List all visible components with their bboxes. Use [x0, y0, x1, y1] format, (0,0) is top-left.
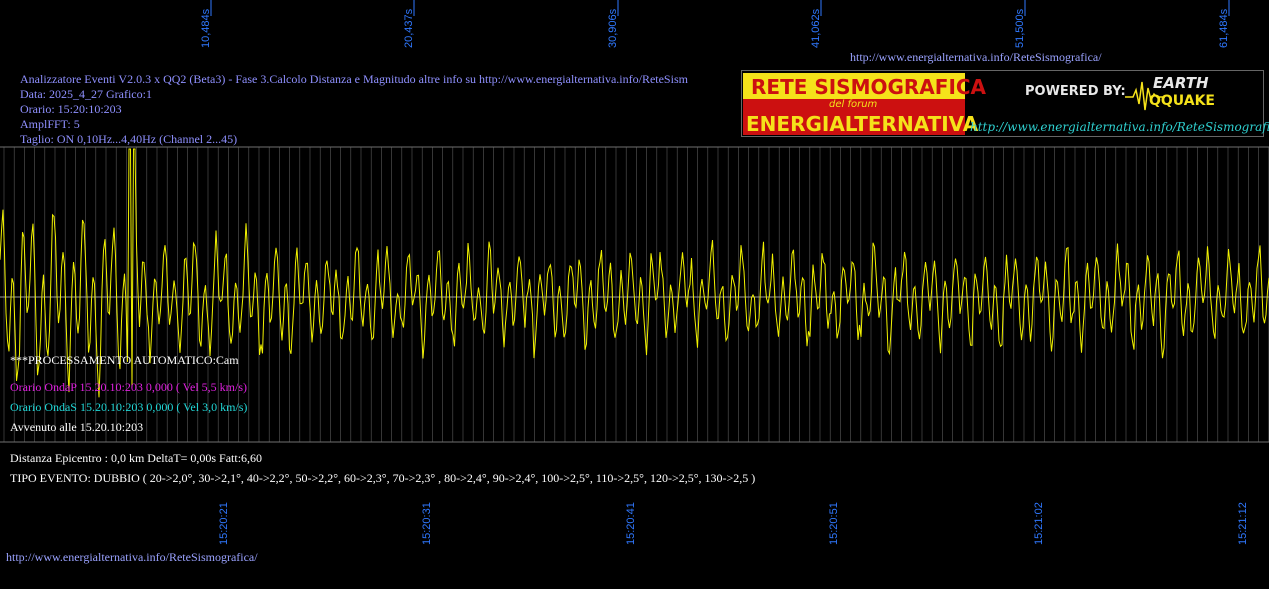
- bottom-time-label: 15:20:41: [625, 502, 637, 545]
- bottom-url[interactable]: http://www.energialternativa.info/ReteSi…: [6, 550, 258, 564]
- header-title: Analizzatore Eventi V2.0.3 x QQ2 (Beta3)…: [20, 72, 688, 86]
- onda-p-label: Orario OndaP 15.20.10:203 0,000 ( Vel 5,…: [10, 380, 247, 394]
- logo-banner[interactable]: RETE SISMOGRAFICA del forum ENERGIALTERN…: [741, 70, 1269, 137]
- avvenuto-label: Avvenuto alle 15.20.10:203: [10, 420, 144, 434]
- header-filter: Taglio: ON 0,10Hz...4,40Hz (Channel 2...…: [20, 132, 238, 146]
- powered-by-label: POWERED BY:: [1025, 84, 1126, 99]
- seismic-trace: [0, 148, 1269, 398]
- bottom-time-label: 15:20:31: [421, 502, 433, 545]
- top-time-label: 41,062s: [810, 8, 822, 48]
- bottom-time-label: 15:20:21: [218, 502, 230, 545]
- bottom-time-label: 15:21:02: [1033, 502, 1045, 545]
- header-date: Data: 2025_4_27 Grafico:1: [20, 87, 152, 101]
- onda-s-label: Orario OndaS 15.20.10:203 0,000 ( Vel 3,…: [10, 400, 248, 414]
- top-ticks: [210, 0, 1230, 16]
- logo-subtitle: del forum: [829, 99, 878, 110]
- time-grid: [3, 147, 1269, 442]
- top-time-label: 30,906s: [607, 8, 619, 48]
- tipo-evento: TIPO EVENTO: DUBBIO ( 20->2,0°, 30->2,1°…: [10, 471, 756, 485]
- top-time-label: 10,484s: [200, 8, 212, 48]
- auto-processing-label: ***PROCESSAMENTO AUTOMATICO:Cam: [10, 353, 239, 367]
- top-url[interactable]: http://www.energialternativa.info/ReteSi…: [850, 50, 1102, 64]
- earth-label: EARTH: [1153, 74, 1209, 92]
- header-time: Orario: 15:20:10:203: [20, 102, 122, 116]
- top-time-label: 61,484s: [1218, 8, 1230, 48]
- logo-title-2: ENERGIALTERNATIVA: [746, 112, 979, 136]
- quake-label: QQUAKE: [1149, 93, 1215, 109]
- header-amplfft: AmplFFT: 5: [20, 117, 80, 131]
- distanza-epicentro: Distanza Epicentro : 0,0 km DeltaT= 0,00…: [10, 451, 263, 465]
- top-time-label: 51,500s: [1014, 8, 1026, 48]
- logo-url[interactable]: http://www.energialternativa.info/ReteSi…: [970, 120, 1269, 134]
- bottom-time-label: 15:21:12: [1237, 502, 1249, 545]
- logo-graphic: [741, 70, 1264, 137]
- bottom-time-label: 15:20:51: [828, 502, 840, 545]
- top-time-label: 20,437s: [403, 8, 415, 48]
- logo-title-1: RETE SISMOGRAFICA: [751, 75, 987, 99]
